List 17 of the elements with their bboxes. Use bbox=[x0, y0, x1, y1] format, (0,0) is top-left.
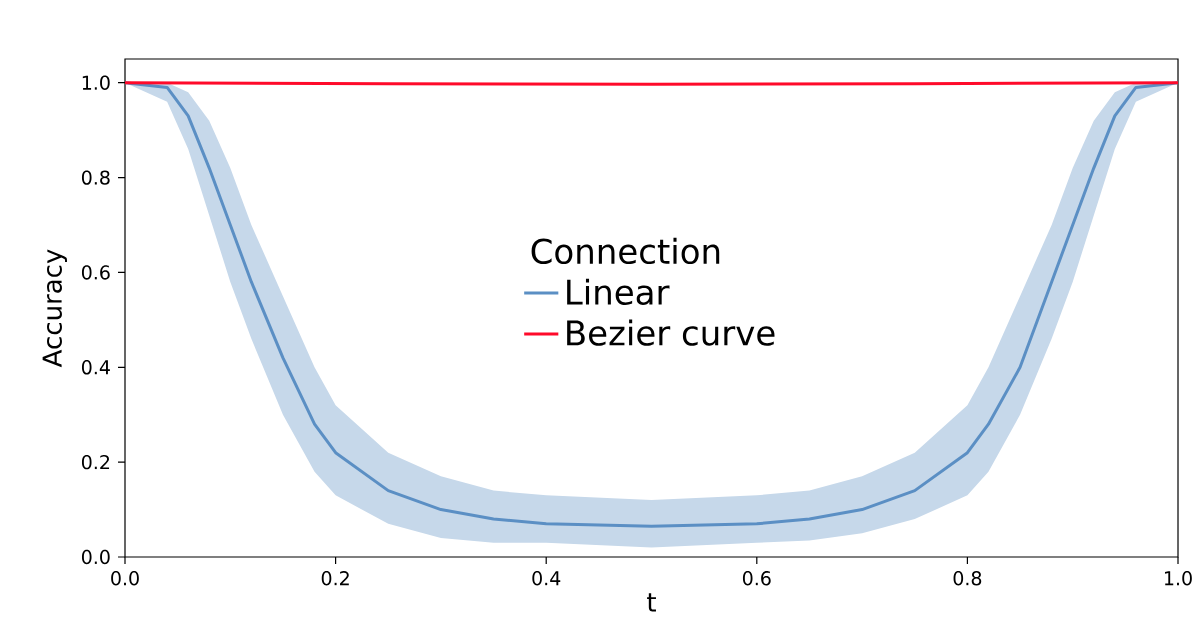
x-tick-label: 0.8 bbox=[953, 571, 982, 586]
x-tick-label: 0.0 bbox=[111, 571, 139, 586]
y-tick-label: 0.2 bbox=[81, 454, 110, 470]
y-tick-label: 0.6 bbox=[81, 265, 110, 280]
legend-label: Linear bbox=[567, 278, 670, 305]
x-tick-label: 0.6 bbox=[742, 571, 771, 586]
x-axis-title: t bbox=[647, 593, 656, 612]
y-axis-title: Accuracy bbox=[42, 249, 67, 368]
y-tick-label: 0.4 bbox=[81, 360, 110, 375]
legend-label: Bezier curve bbox=[567, 319, 775, 346]
legend-title: Connection bbox=[531, 237, 720, 265]
x-tick-label: 0.2 bbox=[321, 571, 349, 586]
y-tick-label: 0.0 bbox=[81, 549, 110, 565]
x-tick-label: 0.4 bbox=[532, 571, 561, 586]
x-tick-label: 1.0 bbox=[1165, 571, 1192, 586]
y-tick-label: 1.0 bbox=[82, 75, 110, 90]
y-tick-label: 0.8 bbox=[81, 170, 110, 185]
